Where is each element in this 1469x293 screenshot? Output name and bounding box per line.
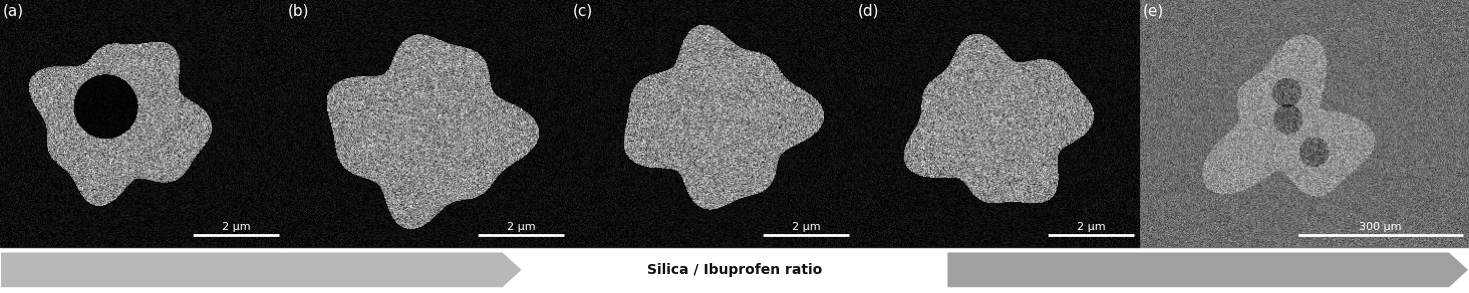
Bar	[1140, 0, 1469, 247]
Text: (c): (c)	[573, 3, 593, 18]
Text: Silica / Ibuprofen ratio: Silica / Ibuprofen ratio	[646, 263, 823, 277]
Text: 2 μm: 2 μm	[1077, 222, 1106, 232]
Bar	[0, 0, 285, 247]
Text: (d): (d)	[858, 3, 880, 18]
Bar	[855, 0, 1140, 247]
Text: (b): (b)	[288, 3, 310, 18]
Polygon shape	[948, 253, 1468, 287]
Bar	[285, 0, 570, 247]
Text: 2 μm: 2 μm	[792, 222, 821, 232]
Text: 2 μm: 2 μm	[507, 222, 536, 232]
Polygon shape	[1, 253, 521, 287]
Bar	[570, 0, 855, 247]
Text: (a): (a)	[3, 3, 24, 18]
Text: (e): (e)	[1143, 3, 1165, 18]
Text: 300 μm: 300 μm	[1359, 222, 1401, 232]
Text: 2 μm: 2 μm	[222, 222, 251, 232]
